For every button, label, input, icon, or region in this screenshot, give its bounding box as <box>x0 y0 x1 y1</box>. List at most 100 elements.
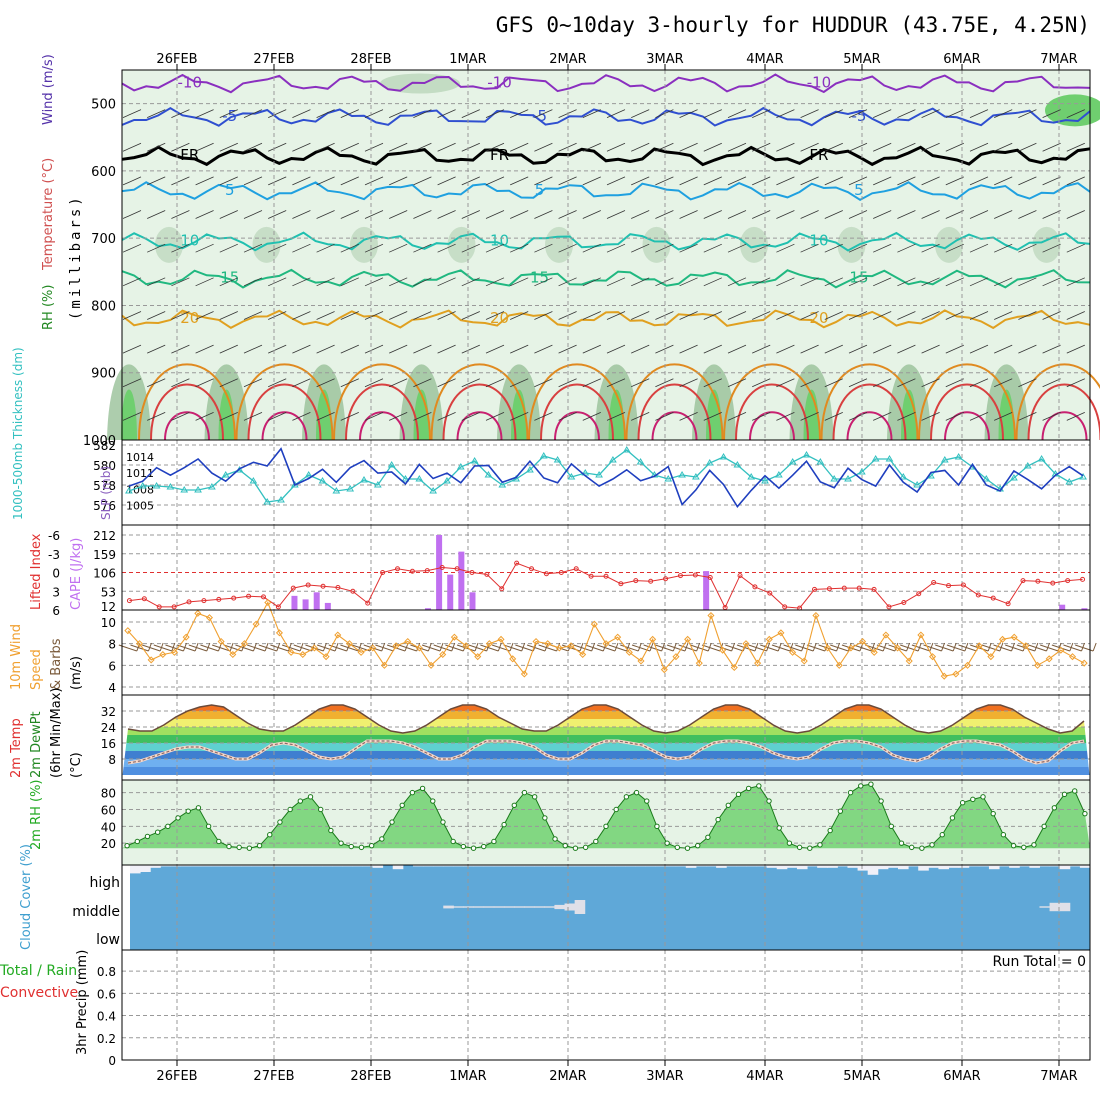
cloud-high-bar <box>887 865 899 868</box>
wind-barb <box>969 344 989 354</box>
wind-barb <box>316 411 335 421</box>
thickness-point <box>263 498 272 505</box>
thickness-tick-label: 576 <box>93 499 116 513</box>
wind-barb <box>316 176 335 186</box>
wind-barb <box>994 277 1013 287</box>
wind-barb <box>147 277 166 287</box>
cloud-high-bar <box>231 865 242 867</box>
wind-ylabel: Speed <box>29 649 44 690</box>
wind-barb <box>558 344 577 354</box>
isotherm-label: -5 <box>532 107 547 125</box>
cloud-high-bar <box>675 865 687 867</box>
wind-barb <box>243 243 263 253</box>
wind-barb <box>243 142 263 152</box>
isotherm-line <box>121 145 1091 167</box>
wind-barb <box>1066 277 1085 287</box>
temp2m-panel: 8 16 24 32 2m Temp 2m DewPt (6hr Min/Max) (°C) <box>9 688 1090 780</box>
wind-barb <box>485 411 505 421</box>
wind-barb <box>800 243 819 253</box>
date-label: 2MAR <box>549 52 586 67</box>
wind-barb <box>433 644 452 652</box>
wind-barb <box>873 277 892 287</box>
cloud-high-bar <box>453 865 464 867</box>
thickness-point <box>857 468 866 475</box>
isotherm-label: 20 <box>809 309 828 327</box>
wind-barb <box>631 142 650 152</box>
temp-ylabel: (°C) <box>69 752 84 778</box>
cloud-high-bar <box>352 865 363 867</box>
isotherm-label: 10 <box>490 232 509 250</box>
wind-speed-point <box>182 633 190 641</box>
lifted-index-point <box>826 586 832 592</box>
cloud-mid-bar <box>463 906 475 908</box>
cloud-high-bar <box>503 865 515 867</box>
wind-barb <box>195 176 214 186</box>
date-label: 4MAR <box>746 52 783 67</box>
wind-speed-point <box>450 633 458 641</box>
wind-barb <box>1066 176 1085 186</box>
rh-point <box>134 838 140 845</box>
wind-barb <box>993 644 1012 652</box>
wind-barb <box>171 344 190 354</box>
wind-barb <box>824 243 843 253</box>
cloud-high-bar <box>392 865 404 870</box>
wind-barb <box>340 411 359 421</box>
wind-speed-point <box>485 640 493 648</box>
cape-bar <box>424 608 431 610</box>
wind-barb <box>281 644 301 652</box>
wind-barb <box>690 644 709 652</box>
wind-barb <box>1042 243 1061 253</box>
thickness-point <box>830 475 839 482</box>
rh-point <box>1000 832 1007 838</box>
lifted-index-point <box>141 596 147 602</box>
wind-barb <box>1081 642 1085 652</box>
precip-panel: 0 0.2 0.4 0.6 0.8 Run Total = 0 Total / Rain Co… <box>0 950 1090 1068</box>
wind-barb <box>510 411 529 421</box>
wind-barb <box>800 411 819 421</box>
wind-barb <box>655 378 674 388</box>
wind-barb <box>122 311 142 320</box>
wind-barb <box>752 277 771 287</box>
thickness-point <box>221 471 230 478</box>
cloud-cover-panel: high middle low Cloud Cover (%) <box>19 844 1091 950</box>
date-label: 27FEB <box>253 1069 294 1084</box>
wind-barb <box>824 277 843 287</box>
wind-barb <box>316 378 335 388</box>
isotherm-label: -10 <box>487 73 512 91</box>
cloud-high-bar <box>695 865 707 867</box>
lifted-index-point <box>1035 578 1041 584</box>
cape-tick-label: 106 <box>93 567 116 581</box>
wind-barb <box>364 142 384 152</box>
rh-moist-core <box>121 389 137 440</box>
wind-barb <box>485 277 505 287</box>
cloud-high-bar <box>311 865 323 867</box>
wind-barb <box>485 142 505 152</box>
isotherm-label: 5 <box>854 181 864 199</box>
isotherm-label: 15 <box>530 269 549 287</box>
thickness-point <box>885 455 894 462</box>
wind-barb <box>897 142 916 152</box>
thickness-point <box>719 453 728 460</box>
cloud-mid-bar <box>503 906 515 908</box>
wind-barb <box>836 642 841 652</box>
wind-speed-line <box>127 601 1085 677</box>
wind-barb <box>413 142 432 152</box>
wind-speed-point <box>287 648 295 656</box>
isotherm-line <box>121 73 1091 94</box>
thickness-point <box>484 471 493 478</box>
wind-barb <box>515 644 534 652</box>
wind-barb <box>897 176 916 186</box>
cloud-high-bar <box>544 865 555 867</box>
rh-point <box>399 802 405 808</box>
wind-speed-point <box>952 670 960 678</box>
wind-barb <box>727 243 747 253</box>
isotherm-bubble <box>247 383 322 441</box>
cloud-high-bar <box>433 865 444 867</box>
cape-tick-label: 12 <box>101 600 116 614</box>
wind-barb <box>921 210 940 219</box>
rh-point <box>623 794 630 800</box>
thickness-point <box>539 452 548 459</box>
rh-point <box>450 838 456 845</box>
wind-barb <box>606 344 626 354</box>
cloud-high-bar <box>584 865 596 867</box>
